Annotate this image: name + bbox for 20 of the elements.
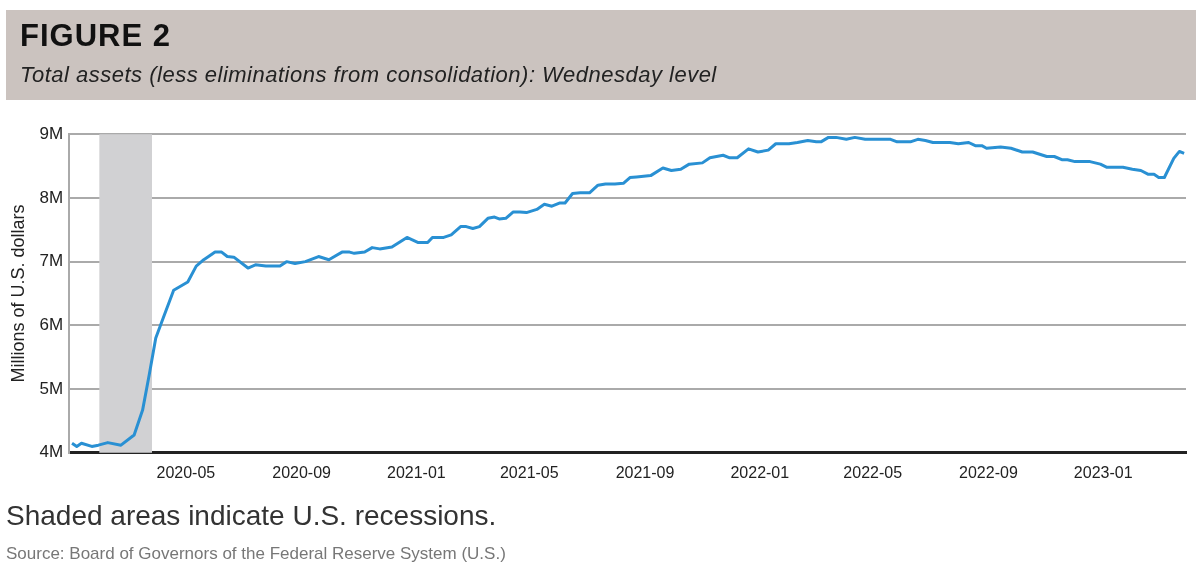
y-axis-title: Millions of U.S. dollars	[7, 204, 28, 383]
y-tick-label: 6M	[39, 315, 64, 335]
x-tick-label: 2022-05	[843, 463, 903, 481]
x-tick-label: 2020-09	[272, 463, 332, 481]
y-tick-label: 4M	[39, 442, 64, 462]
y-tick-label: 7M	[39, 251, 64, 271]
chart-subtitle: Total assets (less eliminations from consolidation): Wednesday level	[20, 62, 717, 88]
chart-title: FIGURE 2	[20, 18, 171, 54]
x-tick-label: 2021-09	[615, 463, 675, 481]
x-tick-label: 2021-05	[499, 463, 559, 481]
y-tick-label: 8M	[39, 187, 64, 207]
y-tick-label: 9M	[39, 123, 64, 143]
x-tick-label: 2022-09	[959, 463, 1018, 481]
y-tick-label: 5M	[39, 378, 64, 398]
x-tick-label: 2020-05	[156, 463, 216, 481]
x-tick-label: 2023-01	[1073, 463, 1133, 481]
source-note: Source: Board of Governors of the Federal Reserve System (U.S.)	[6, 544, 506, 564]
text: Shaded areas indicate U.S. recessions.	[6, 500, 497, 532]
x-tick-label: 2022-01	[730, 463, 790, 481]
x-tick-label: 2021-01	[387, 463, 446, 481]
